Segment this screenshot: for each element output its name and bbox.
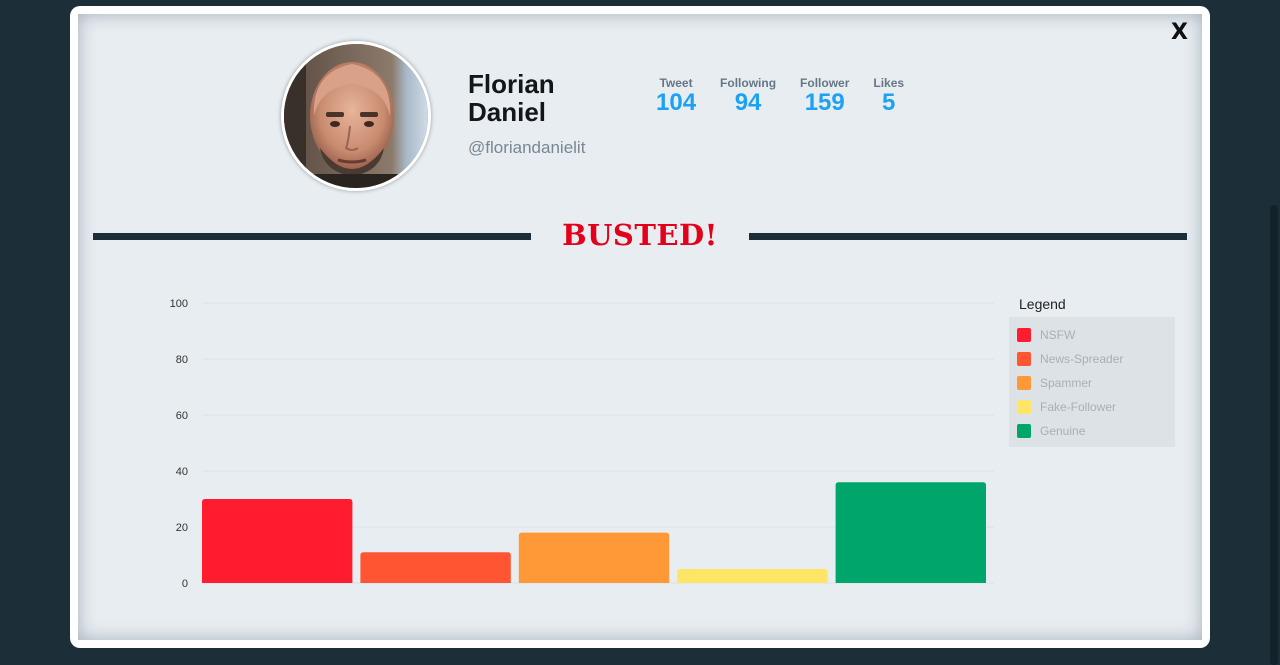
legend-swatch: [1017, 328, 1031, 342]
chart-legend: Legend NSFW News-Spreader Spammer Fake-F…: [1009, 296, 1179, 447]
profile-handle: @floriandanielit: [468, 138, 586, 157]
stat-tweets: Tweet 104: [656, 76, 696, 116]
y-tick-label: 40: [176, 466, 188, 478]
stat-label: Tweet: [659, 76, 693, 90]
legend-label: Genuine: [1040, 424, 1086, 438]
profile-modal: X: [70, 6, 1210, 648]
legend-item-spammer[interactable]: Spammer: [1017, 371, 1167, 395]
legend-label: NSFW: [1040, 328, 1076, 342]
legend-label: Spammer: [1040, 376, 1093, 390]
profile-stats: Tweet 104 Following 94 Follower 159 Like…: [656, 76, 904, 116]
legend-swatch: [1017, 352, 1031, 366]
stat-following: Following 94: [720, 76, 776, 116]
bar-news-spreader[interactable]: [360, 552, 511, 583]
y-tick-label: 0: [182, 578, 188, 590]
legend-swatch: [1017, 424, 1031, 438]
y-tick-label: 100: [170, 298, 188, 310]
avatar: [281, 41, 431, 191]
stat-label: Follower: [800, 76, 850, 90]
profile-name: Florian Daniel: [468, 69, 555, 127]
bar-fake-follower[interactable]: [677, 569, 828, 583]
legend-swatch: [1017, 400, 1031, 414]
legend-label: News-Spreader: [1040, 352, 1124, 366]
stat-likes: Likes 5: [873, 76, 904, 116]
legend-item-news-spreader[interactable]: News-Spreader: [1017, 347, 1167, 371]
legend-item-genuine[interactable]: Genuine: [1017, 419, 1167, 443]
verdict-label: BUSTED!: [562, 218, 718, 252]
avatar-photo: [284, 44, 428, 188]
close-button[interactable]: X: [1171, 20, 1188, 45]
stat-value: 104: [656, 89, 697, 116]
modal-content: X: [78, 14, 1202, 640]
page-scrollbar[interactable]: [1270, 205, 1278, 665]
legend-item-nsfw[interactable]: NSFW: [1017, 323, 1167, 347]
stat-label: Likes: [873, 76, 905, 90]
stat-value: 159: [804, 89, 845, 116]
stat-value: 5: [882, 89, 896, 116]
legend-title: Legend: [1019, 296, 1066, 312]
bar-genuine[interactable]: [835, 482, 986, 583]
stat-value: 94: [734, 89, 762, 116]
bot-score-chart: 0 20 40 60 80 100: [170, 298, 994, 590]
y-tick-label: 60: [176, 410, 188, 422]
y-tick-label: 80: [176, 354, 188, 366]
divider-right: [749, 233, 1187, 240]
bar-nsfw[interactable]: [202, 499, 353, 583]
legend-swatch: [1017, 376, 1031, 390]
y-tick-label: 20: [176, 522, 188, 534]
bar-spammer[interactable]: [518, 532, 670, 583]
stat-label: Following: [720, 76, 777, 90]
legend-item-fake-follower[interactable]: Fake-Follower: [1017, 395, 1167, 419]
legend-box: NSFW News-Spreader Spammer Fake-Follower…: [1009, 317, 1175, 447]
legend-label: Fake-Follower: [1040, 400, 1117, 414]
divider-left: [93, 233, 531, 240]
stat-followers: Follower 159: [800, 76, 849, 116]
